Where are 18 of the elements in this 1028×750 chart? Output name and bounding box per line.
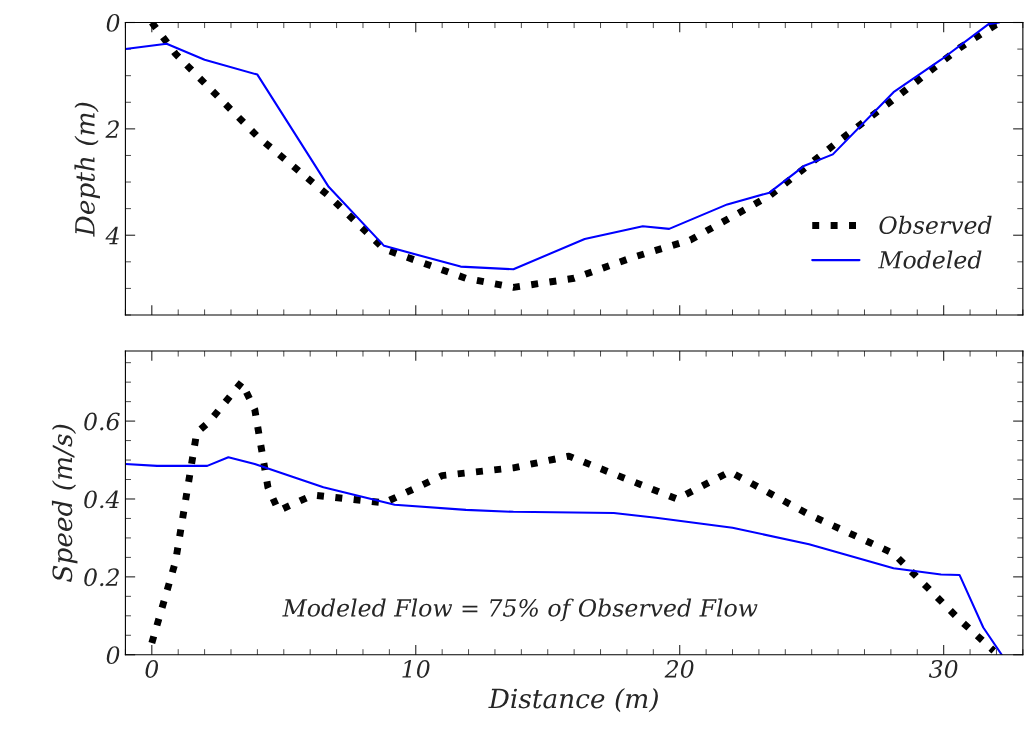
y-tick-label: 0 (106, 13, 120, 32)
y-axis-title: Speed (m/s) (51, 424, 78, 582)
x-tick-label: 20 (664, 660, 694, 678)
x-tick-label: 30 (928, 660, 958, 678)
x-tick-label: 0 (145, 660, 159, 678)
annotation: Modeled Flow = 75% of Observed Flow (282, 598, 758, 622)
y-tick-label: 0.4 (84, 490, 119, 509)
y-tick-label: 2 (105, 120, 119, 138)
legend-label: Modeled (878, 250, 982, 269)
legend-label: Observed (879, 215, 992, 235)
y-tick-label: 0.6 (84, 412, 120, 431)
y-tick-label: 0.2 (84, 568, 119, 587)
y-axis-title: Depth (m) (74, 102, 100, 237)
y-tick-label: 0 (106, 646, 120, 665)
x-tick-label: 10 (402, 660, 430, 678)
y-tick-label: 4 (105, 226, 119, 245)
x-axis-title: Distance (m) (488, 688, 658, 713)
line-series (125, 456, 1003, 655)
